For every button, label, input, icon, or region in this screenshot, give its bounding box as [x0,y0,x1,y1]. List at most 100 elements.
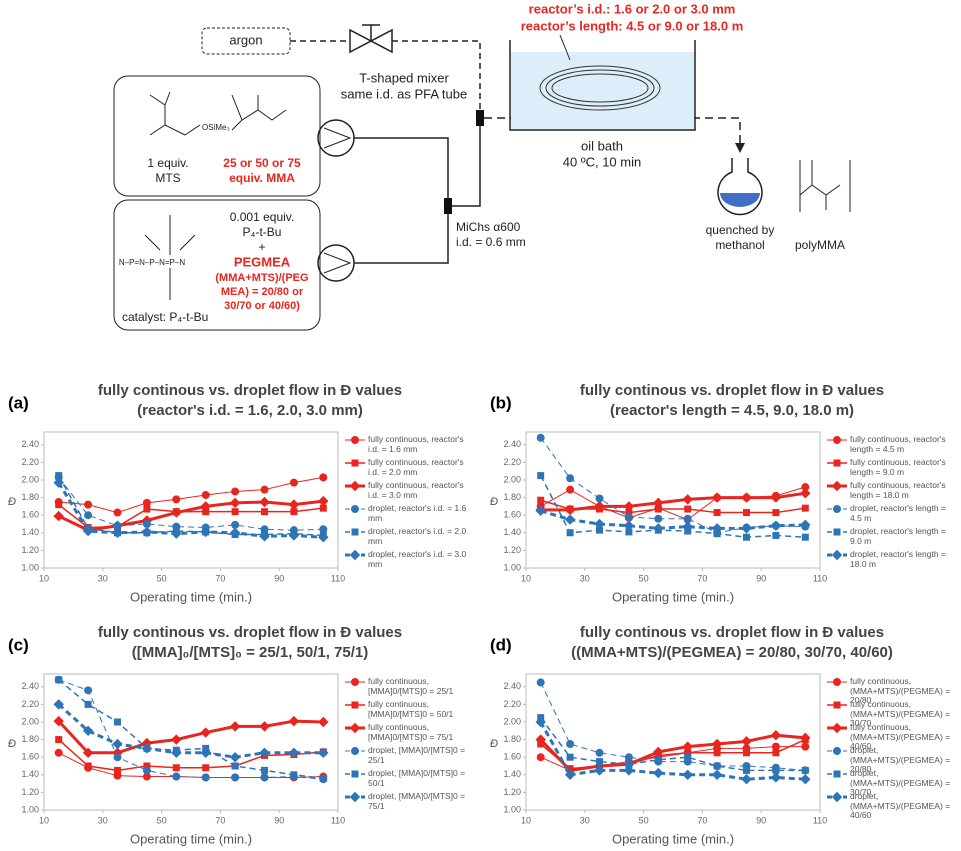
series [535,716,811,785]
x-tick-label: 90 [274,573,284,583]
legend-label: droplet, (MMA+MTS)/(PEGMEA) = 40/60 [850,791,951,820]
point [741,736,752,747]
y-tick-label: 2.40 [503,439,521,449]
y-tick-label: 1.60 [21,510,39,520]
point [711,492,723,503]
x-tick-label: 90 [756,815,766,825]
point [800,732,811,744]
point [114,718,121,726]
point [288,499,300,510]
panel-label: (c) [8,635,29,654]
x-tick-label: 110 [331,815,345,825]
legend-marker [833,436,841,444]
point [112,527,123,539]
bath-label: 40 ºC, 10 min [563,154,641,169]
point [84,762,92,770]
valve [349,24,393,54]
x-tick-label: 70 [215,573,225,583]
legend-label: fully continuous, (MMA+MTS)/(PEGMEA) = 4… [850,722,951,751]
scheme: argon reactor’s i.d.: 1.6 or 2.0 or 3.0 … [113,1,851,331]
micromixer [444,198,452,214]
point [653,523,664,534]
series [535,505,811,534]
legend-label: fully continuous, [MMA]0/[MTS]0 = 25/1 [368,676,454,696]
legend-label: droplet, [MMA]0/[MTS]0 = 25/1 [368,745,466,765]
point [772,531,780,539]
y-tick-label: 1.40 [21,769,39,779]
series [55,501,327,532]
catalyst-amount: + [258,240,265,254]
point [112,738,123,750]
x-axis-label: Operating time (min.) [612,831,734,846]
mma-label: equiv. MMA [229,171,295,185]
point [711,738,723,750]
y-tick-label: 2.40 [21,439,39,449]
point [535,716,546,728]
legend-marker [351,459,359,467]
pump [317,119,355,157]
argon-box [201,27,291,55]
point [55,736,63,744]
point [84,511,93,520]
point [770,520,782,531]
point [800,773,811,785]
point [231,508,239,516]
point [801,533,809,541]
point [172,495,181,504]
legend-marker [351,436,359,444]
legend-marker [833,459,841,467]
point [82,747,94,759]
point [201,490,210,499]
y-tick-label: 1.80 [503,492,521,502]
point [54,748,63,757]
y-tick-label: 1.00 [21,562,39,572]
tubing [354,126,481,264]
gas-label: argon [229,32,262,47]
point [624,512,633,521]
legend-marker [349,722,361,734]
legend-marker [833,678,841,686]
series-line [540,717,806,772]
y-tick-label: 2.20 [503,457,521,467]
point [289,478,298,487]
legend-label: fully continuous, reactor's length = 18.… [850,480,946,500]
bath-water [511,52,694,129]
point [535,734,546,745]
x-tick-label: 70 [697,573,707,583]
mma-structure [231,94,287,131]
legend-label: fully continuous, (MMA+MTS)/(PEGMEA) = 2… [850,676,951,705]
point [711,769,723,781]
point [566,740,575,748]
series-line [540,491,806,512]
series-line [540,486,806,521]
point [623,765,635,776]
point [261,508,268,516]
point [318,495,329,507]
point [654,514,663,523]
point [564,514,576,525]
series-line [539,721,806,781]
catalyst-label: catalyst: P₄-t-Bu [122,310,208,324]
legend-marker [831,480,843,492]
coil [539,65,661,111]
y-tick-label: 2.20 [21,699,39,709]
y-tick-label: 2.20 [503,699,521,709]
legend-marker [831,549,843,561]
series-line [57,719,324,755]
point [536,678,545,687]
panel-label: (d) [490,635,512,654]
series-line [540,509,806,530]
t-mixer [476,110,484,126]
x-tick-label: 50 [157,573,167,583]
series [53,699,329,763]
point [595,748,604,757]
series [53,715,329,759]
chart-title: fully continous vs. droplet flow in Đ va… [580,382,884,399]
x-tick-label: 10 [39,815,49,825]
series [536,433,810,537]
y-tick-label: 1.20 [503,787,521,797]
mts-structure [149,91,201,136]
panel-label: (a) [8,393,29,412]
x-axis-label: Operating time (min.) [130,589,252,604]
point [653,767,664,779]
